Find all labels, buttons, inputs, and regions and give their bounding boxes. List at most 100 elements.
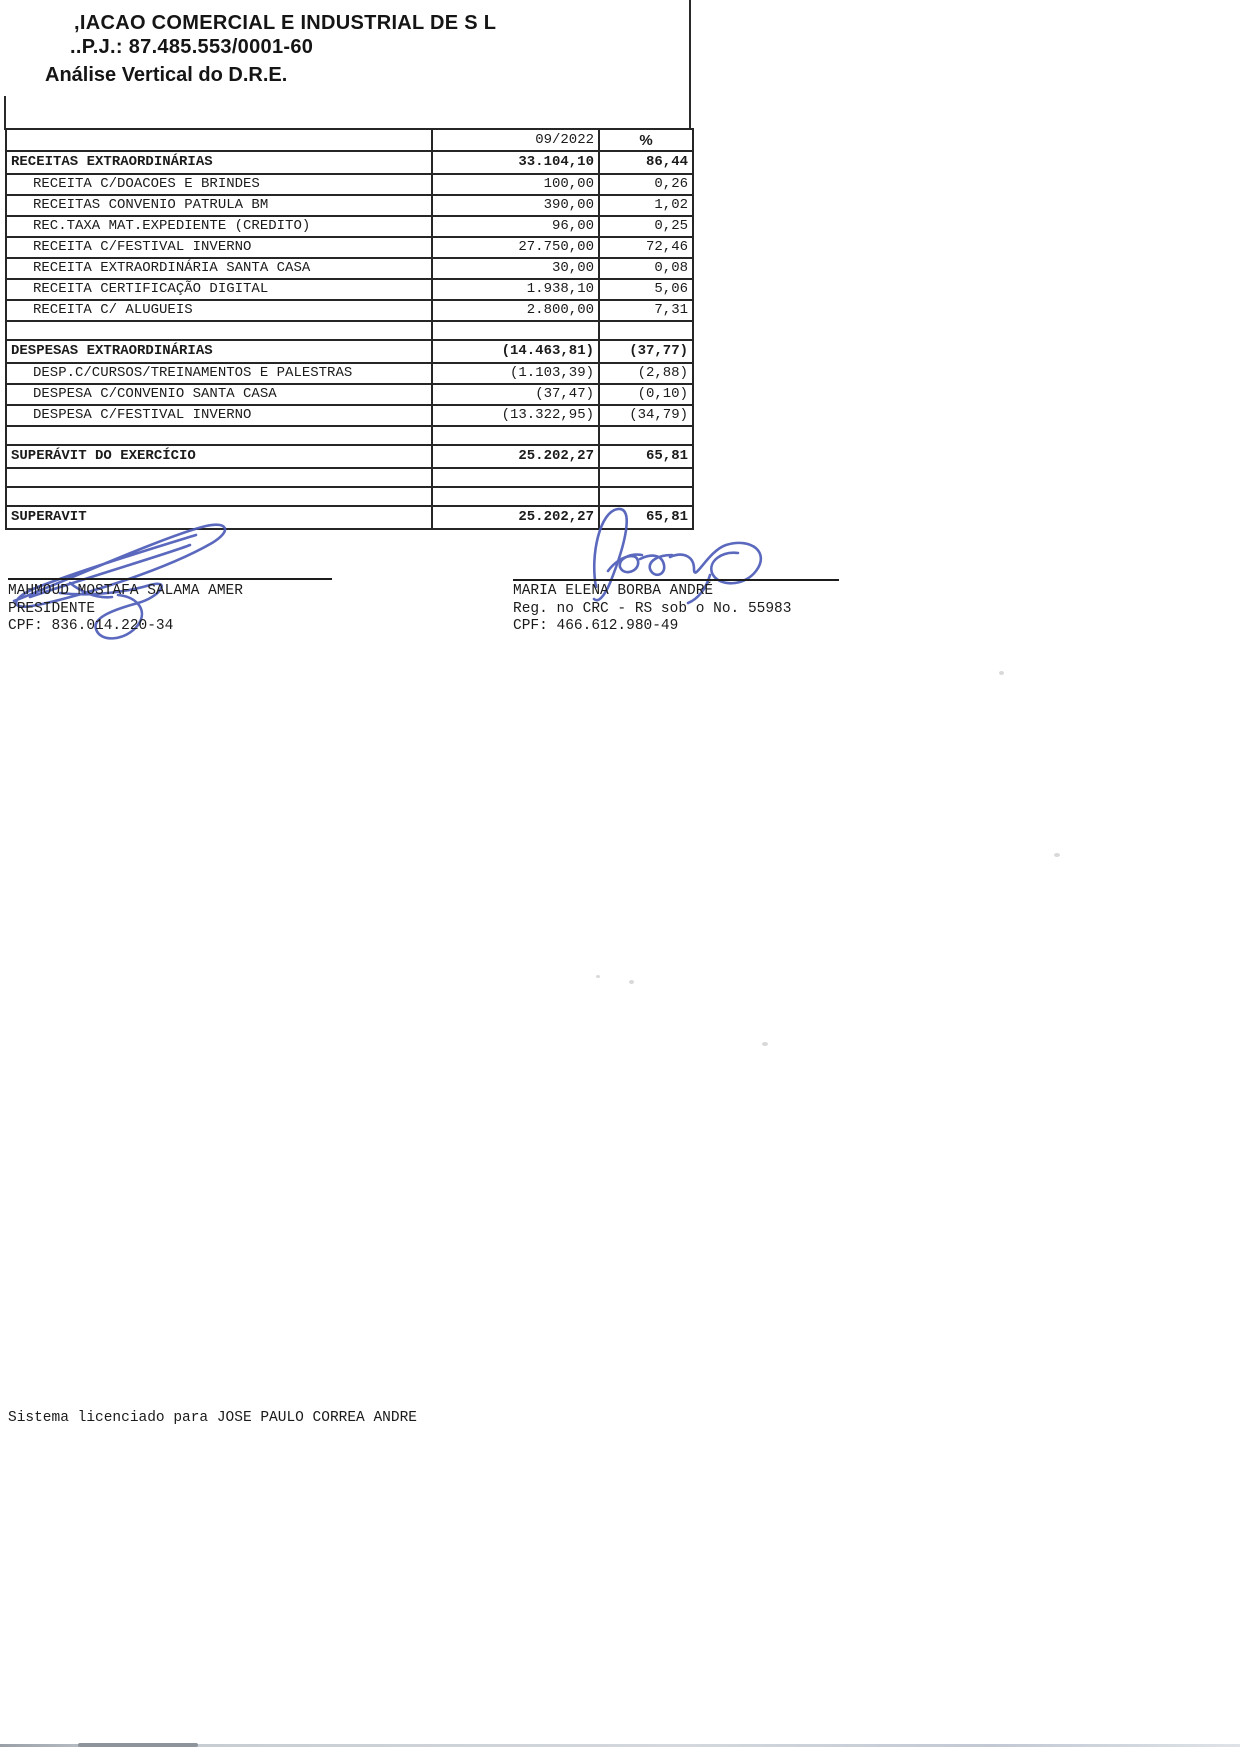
row-value-cell: 27.750,00 <box>431 236 600 259</box>
dre-table-body: 09/2022 % RECEITAS EXTRAORDINÁRIAS 33.104… <box>5 128 694 530</box>
table-row: DESPESA C/FESTIVAL INVERNO (13.322,95) (34… <box>5 404 694 427</box>
row-label-cell: RECEITA CERTIFICAÇÃO DIGITAL <box>5 278 433 301</box>
table-row: DESPESAS EXTRAORDINÁRIAS (14.463,81) (37,7… <box>5 339 694 364</box>
row-percent-cell <box>598 467 694 488</box>
row-value-cell: 390,00 <box>431 194 600 217</box>
table-row: RECEITAS EXTRAORDINÁRIAS 33.104,10 86,44 <box>5 150 694 175</box>
row-label-cell: RECEITA C/ ALUGUEIS <box>5 299 433 322</box>
table-row: SUPERÁVIT DO EXERCÍCIO 25.202,27 65,81 <box>5 444 694 469</box>
row-percent-cell: 0,26 <box>598 173 694 196</box>
row-value-cell: 33.104,10 <box>431 150 600 175</box>
row-label-cell: RECEITAS CONVENIO PATRULA BM <box>5 194 433 217</box>
company-name: ,IACAO COMERCIAL E INDUSTRIAL DE S L <box>74 12 497 34</box>
page-bottom-edge <box>0 1744 1240 1747</box>
row-value-cell: (37,47) <box>431 383 600 406</box>
row-value-cell <box>431 486 600 507</box>
row-label-cell <box>5 425 433 446</box>
row-percent-cell: (2,88) <box>598 362 694 385</box>
row-value-cell: 2.800,00 <box>431 299 600 322</box>
scan-speck <box>596 975 600 978</box>
table-row: RECEITA CERTIFICAÇÃO DIGITAL 1.938,10 5,06 <box>5 278 694 301</box>
row-percent-cell: (0,10) <box>598 383 694 406</box>
row-label-cell: SUPERAVIT <box>5 505 433 530</box>
table-header-row: 09/2022 % <box>5 128 694 152</box>
row-percent-cell: 0,08 <box>598 257 694 280</box>
signature-block-right: MARIA ELENA BORBA ANDRÉ Reg. no CRC - RS… <box>513 583 791 636</box>
table-row: REC.TAXA MAT.EXPEDIENTE (CREDITO) 96,00 0,… <box>5 215 694 238</box>
row-label-cell: DESPESA C/CONVENIO SANTA CASA <box>5 383 433 406</box>
row-label-cell <box>5 320 433 341</box>
row-percent-cell: 7,31 <box>598 299 694 322</box>
row-label-cell: SUPERÁVIT DO EXERCÍCIO <box>5 444 433 469</box>
scan-speck <box>999 671 1004 675</box>
row-value-cell <box>431 467 600 488</box>
signature-block-left: MAHMOUD MOSTAFA SALAMA AMER PRESIDENTE C… <box>8 583 243 636</box>
row-value-cell: (14.463,81) <box>431 339 600 364</box>
report-title: Análise Vertical do D.R.E. <box>45 64 288 86</box>
row-percent-cell: (37,77) <box>598 339 694 364</box>
table-row: SUPERAVIT 25.202,27 65,81 <box>5 505 694 530</box>
row-value-cell: 30,00 <box>431 257 600 280</box>
signature-line-right <box>513 579 839 581</box>
row-value-cell: 25.202,27 <box>431 505 600 530</box>
company-cnpj: ..P.J.: 87.485.553/0001-60 <box>70 36 314 58</box>
signer-role-left: PRESIDENTE <box>8 600 96 617</box>
table-row: RECEITA C/DOACOES E BRINDES 100,00 0,26 <box>5 173 694 196</box>
frame-line-right <box>689 0 691 130</box>
row-label-cell: RECEITAS EXTRAORDINÁRIAS <box>5 150 433 175</box>
signer-name-right: MARIA ELENA BORBA ANDRÉ <box>513 583 714 599</box>
row-label-cell: REC.TAXA MAT.EXPEDIENTE (CREDITO) <box>5 215 433 238</box>
table-row: RECEITA C/FESTIVAL INVERNO 27.750,00 72,46 <box>5 236 694 259</box>
row-label-cell <box>5 467 433 488</box>
row-percent-cell: 1,02 <box>598 194 694 217</box>
row-percent-cell: 86,44 <box>598 150 694 175</box>
header-period-cell: 09/2022 <box>431 128 600 152</box>
scan-speck <box>1054 853 1060 857</box>
row-label-cell: RECEITA C/FESTIVAL INVERNO <box>5 236 433 259</box>
row-percent-cell: 65,81 <box>598 444 694 469</box>
dre-table-container: 09/2022 % RECEITAS EXTRAORDINÁRIAS 33.104… <box>5 128 694 530</box>
dre-table: 09/2022 % RECEITAS EXTRAORDINÁRIAS 33.104… <box>5 128 694 530</box>
row-value-cell: (1.103,39) <box>431 362 600 385</box>
row-percent-cell: 65,81 <box>598 505 694 530</box>
row-label-cell: RECEITA EXTRAORDINÁRIA SANTA CASA <box>5 257 433 280</box>
table-row: RECEITA C/ ALUGUEIS 2.800,00 7,31 <box>5 299 694 322</box>
row-label-cell: DESPESA C/FESTIVAL INVERNO <box>5 404 433 427</box>
page-bottom-edge-dark <box>78 1743 198 1747</box>
row-value-cell: 100,00 <box>431 173 600 196</box>
row-label-cell <box>5 486 433 507</box>
row-label-cell: DESP.C/CURSOS/TREINAMENTOS E PALESTRAS <box>5 362 433 385</box>
table-row: DESPESA C/CONVENIO SANTA CASA (37,47) (0,1… <box>5 383 694 406</box>
row-percent-cell: (34,79) <box>598 404 694 427</box>
signer-name-left: MAHMOUD MOSTAFA SALAMA AMER <box>8 583 243 599</box>
row-percent-cell: 0,25 <box>598 215 694 238</box>
table-row: RECEITAS CONVENIO PATRULA BM 390,00 1,02 <box>5 194 694 217</box>
table-spacer-row <box>5 467 694 488</box>
signer-cpf-right: CPF: 466.612.980-49 <box>513 618 679 634</box>
row-value-cell: (13.322,95) <box>431 404 600 427</box>
row-value-cell: 25.202,27 <box>431 444 600 469</box>
row-label-cell: DESPESAS EXTRAORDINÁRIAS <box>5 339 433 364</box>
table-row: RECEITA EXTRAORDINÁRIA SANTA CASA 30,00 0,… <box>5 257 694 280</box>
signature-line-left <box>8 578 332 580</box>
table-spacer-row <box>5 425 694 446</box>
row-percent-cell <box>598 320 694 341</box>
header-label-cell <box>5 128 433 152</box>
license-footer: Sistema licenciado para JOSE PAULO CORRE… <box>8 1410 417 1426</box>
row-value-cell: 1.938,10 <box>431 278 600 301</box>
header-percent-cell: % <box>598 128 694 152</box>
row-percent-cell <box>598 425 694 446</box>
scan-speck <box>629 980 634 984</box>
row-label-cell: RECEITA C/DOACOES E BRINDES <box>5 173 433 196</box>
table-spacer-row <box>5 320 694 341</box>
signer-cpf-left: CPF: 836.014.220-34 <box>8 618 174 634</box>
row-percent-cell <box>598 486 694 507</box>
row-percent-cell: 5,06 <box>598 278 694 301</box>
table-row: DESP.C/CURSOS/TREINAMENTOS E PALESTRAS (1… <box>5 362 694 385</box>
row-value-cell: 96,00 <box>431 215 600 238</box>
signer-reg-right: Reg. no CRC - RS sob o No. 55983 <box>513 600 792 617</box>
scan-speck <box>762 1042 768 1046</box>
row-value-cell <box>431 425 600 446</box>
frame-line-left <box>4 96 6 130</box>
